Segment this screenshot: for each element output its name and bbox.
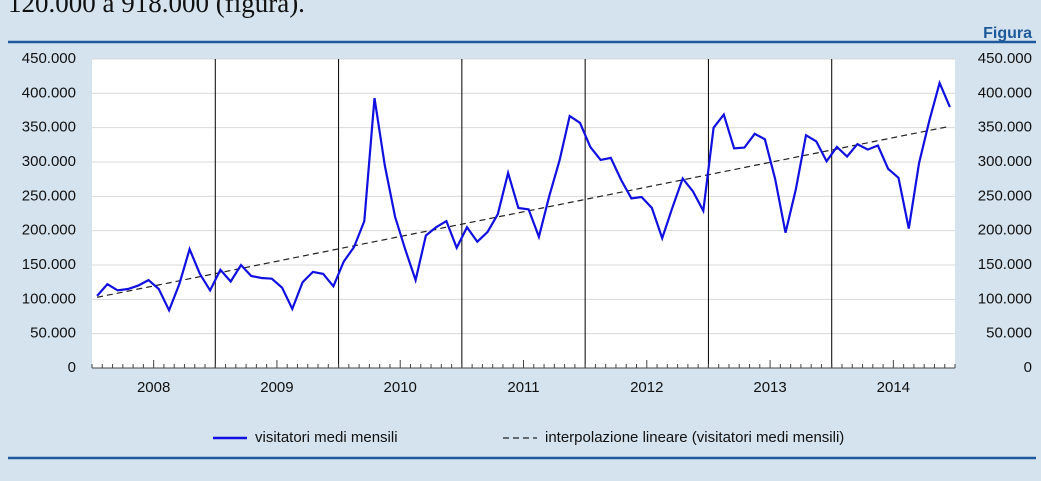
y-tick-label: 200.000 [22, 222, 76, 239]
y-tick-label: 400.000 [22, 84, 76, 101]
y2-tick-label: 0 [1024, 359, 1032, 376]
y2-tick-label: 300.000 [978, 153, 1032, 170]
x-tick-label: 2014 [877, 379, 910, 396]
y-tick-label: 50.000 [30, 325, 76, 342]
plot-area [92, 59, 955, 368]
y2-tick-label: 50.000 [986, 325, 1032, 342]
x-tick-label: 2013 [753, 379, 786, 396]
y-tick-label: 450.000 [22, 50, 76, 67]
y2-tick-label: 250.000 [978, 187, 1032, 204]
y2-tick-label: 100.000 [978, 290, 1032, 307]
x-tick-label: 2012 [630, 379, 663, 396]
y-tick-label: 100.000 [22, 290, 76, 307]
y-tick-label: 0 [68, 359, 76, 376]
y2-tick-label: 450.000 [978, 50, 1032, 67]
y2-tick-label: 150.000 [978, 256, 1032, 273]
y-tick-label: 250.000 [22, 187, 76, 204]
y2-tick-label: 200.000 [978, 222, 1032, 239]
legend-label: visitatori medi mensili [255, 429, 398, 446]
intro-text: 120.000 a 918.000 (figura). [8, 0, 305, 18]
x-tick-label: 2011 [507, 379, 539, 396]
x-tick-label: 2008 [137, 379, 170, 396]
y-tick-label: 150.000 [22, 256, 76, 273]
x-tick-label: 2010 [384, 379, 417, 396]
x-tick-label: 2009 [260, 379, 293, 396]
y2-tick-label: 350.000 [978, 119, 1032, 136]
series-line [96, 79, 951, 314]
y-tick-label: 350.000 [22, 119, 76, 136]
legend-label: interpolazione lineare (visitatori medi … [545, 429, 844, 446]
figure-label: Figura [983, 25, 1032, 42]
y2-tick-label: 400.000 [978, 84, 1032, 101]
y-tick-label: 300.000 [22, 153, 76, 170]
